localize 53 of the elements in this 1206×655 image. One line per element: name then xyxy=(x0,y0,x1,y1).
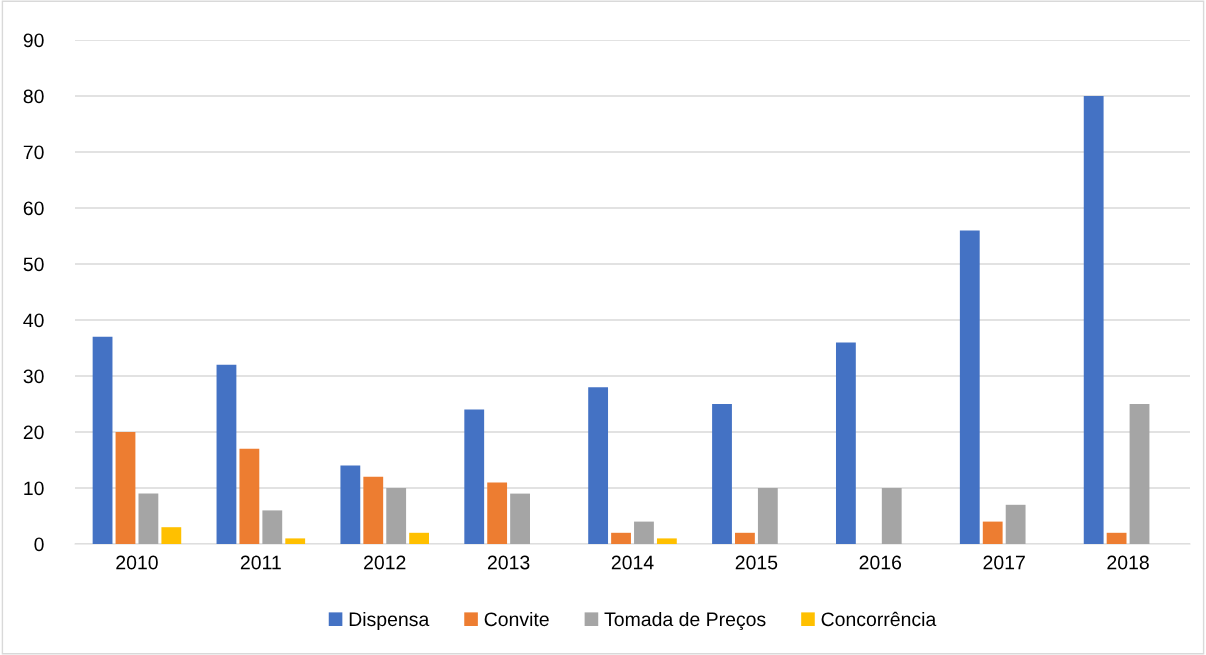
bar xyxy=(262,510,283,544)
bar xyxy=(881,488,902,544)
x-tick-label: 2012 xyxy=(364,555,406,570)
bar xyxy=(656,538,677,544)
y-tick-label: 80 xyxy=(23,89,44,104)
y-tick-label: 0 xyxy=(34,537,44,552)
y-tick-label: 70 xyxy=(23,145,44,160)
bar xyxy=(285,538,306,544)
bar xyxy=(634,521,654,544)
x-tick-label: 2013 xyxy=(487,555,530,570)
bar xyxy=(115,432,136,544)
bar xyxy=(1005,504,1026,544)
legend-label: Convite xyxy=(484,611,549,627)
bar xyxy=(1083,96,1104,544)
bar xyxy=(757,488,778,544)
x-tick-label: 2014 xyxy=(611,555,654,570)
bar xyxy=(386,488,407,544)
y-tick-label: 20 xyxy=(23,425,44,440)
legend-label: Tomada de Preços xyxy=(604,611,766,631)
bar xyxy=(735,532,755,544)
x-tick-label: 2011 xyxy=(240,555,281,570)
bar xyxy=(1106,532,1127,544)
bar xyxy=(363,476,384,544)
bar xyxy=(464,409,485,544)
bar xyxy=(92,336,113,544)
bar xyxy=(409,532,430,544)
legend-label: Dispensa xyxy=(349,611,430,631)
bar xyxy=(340,465,361,544)
x-tick-label: 2018 xyxy=(1107,555,1149,570)
x-tick-label: 2016 xyxy=(859,555,902,570)
y-tick-label: 10 xyxy=(24,481,44,496)
bar xyxy=(588,387,609,544)
bar xyxy=(712,404,732,544)
bar xyxy=(138,493,159,544)
bar xyxy=(982,521,1003,544)
x-tick-label: 2010 xyxy=(116,555,158,570)
bar xyxy=(510,493,530,544)
y-tick-label: 50 xyxy=(23,257,44,272)
x-tick-label: 2017 xyxy=(983,555,1025,570)
y-tick-label: 30 xyxy=(23,369,44,384)
y-tick-label: 40 xyxy=(23,313,44,328)
bar xyxy=(835,342,856,544)
y-tick-label: 60 xyxy=(23,201,44,216)
bar xyxy=(161,527,182,544)
y-tick-label: 90 xyxy=(23,33,44,48)
bar xyxy=(959,230,980,544)
x-tick-label: 2015 xyxy=(735,555,778,570)
bar xyxy=(611,532,631,544)
bar xyxy=(1129,404,1150,544)
bar xyxy=(239,448,260,544)
bar xyxy=(216,364,237,544)
bar xyxy=(487,482,508,544)
legend-label: Concorrência xyxy=(821,611,937,627)
